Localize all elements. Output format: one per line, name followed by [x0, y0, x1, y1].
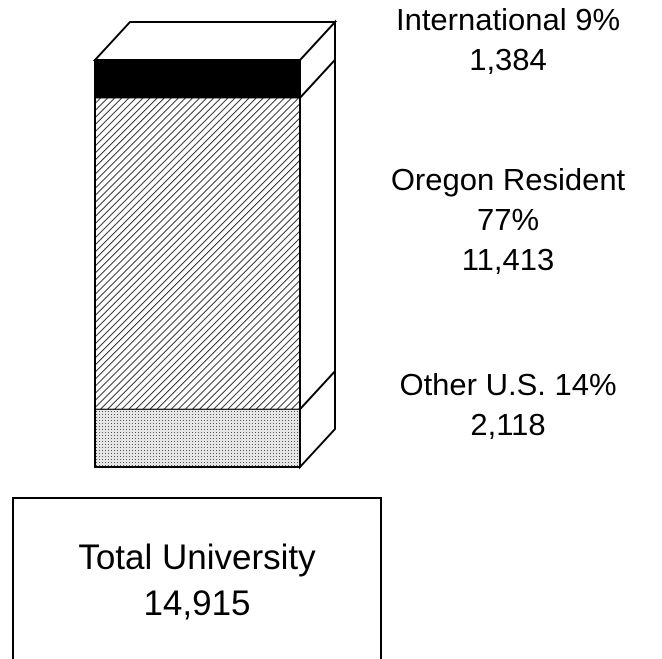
total-value: 14,915	[143, 584, 251, 623]
segment-name: Other U.S. 14%	[399, 367, 617, 402]
bar-segment	[94, 97, 301, 410]
segment-value: 1,384	[469, 42, 547, 77]
segment-edge	[299, 59, 336, 99]
segment-edge	[299, 370, 336, 410]
segment-label: Other U.S. 14% 2,118	[358, 365, 658, 445]
total-box: Total University 14,915	[12, 497, 382, 659]
bar-segment	[94, 59, 301, 99]
bar-front	[94, 59, 301, 468]
segment-name: International 9%	[395, 2, 621, 37]
segment-name: Oregon Resident 77%	[390, 162, 626, 237]
segment-value: 2,118	[470, 407, 546, 442]
bar-top	[92, 21, 338, 61]
segment-value: 11,413	[461, 242, 555, 277]
bar-side	[299, 19, 336, 470]
bar-segment	[94, 408, 301, 468]
segment-label: Oregon Resident 77% 11,413	[358, 160, 658, 280]
segment-label: International 9% 1,384	[358, 0, 658, 80]
total-label: Total University	[78, 538, 316, 577]
